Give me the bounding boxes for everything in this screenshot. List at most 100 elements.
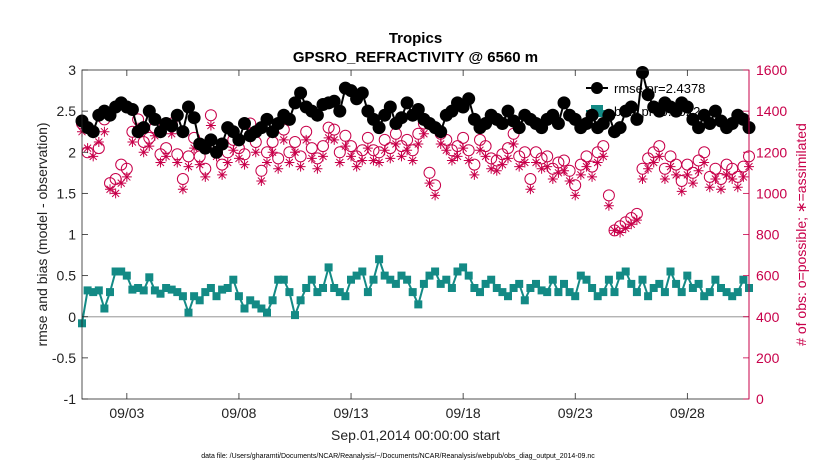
- bias-point: [324, 263, 333, 272]
- bias-point: [274, 275, 283, 284]
- rmse-point: [557, 96, 571, 110]
- bias-point: [173, 288, 182, 297]
- assimilated-point: [357, 155, 368, 166]
- x-tick-label: 09/13: [334, 405, 369, 421]
- assimilated-point: [284, 157, 295, 168]
- assimilated-point: [452, 151, 463, 162]
- legend-label: rmse pr=2.4378: [614, 81, 705, 96]
- bias-point: [408, 288, 417, 297]
- assimilated-point: [446, 155, 457, 166]
- y-tick-label: -0.5: [52, 350, 76, 366]
- rmse-point: [165, 119, 179, 133]
- bias-point: [363, 288, 372, 297]
- bias-point: [145, 273, 154, 282]
- bias-point: [593, 292, 602, 301]
- assimilated-point: [542, 161, 553, 172]
- bias-point: [397, 271, 406, 280]
- x-axis: 09/03 09/08 09/13 09/18 09/23 09/28: [109, 70, 705, 421]
- rmse-point: [641, 88, 655, 102]
- assimilated-point: [144, 141, 155, 152]
- rmse-point: [232, 133, 246, 147]
- assimilated-point: [418, 128, 429, 139]
- rmse-point: [495, 117, 509, 130]
- assimilated-point: [390, 139, 401, 150]
- bias-point: [481, 279, 490, 288]
- y-axis-label: rmse and bias (model - observation): [34, 122, 50, 346]
- assimilated-point: [99, 126, 110, 137]
- bias-point: [106, 288, 114, 297]
- assimilated-point: [480, 151, 491, 162]
- assimilated-point: [116, 178, 127, 189]
- bias-point: [666, 267, 675, 276]
- bias-point: [139, 286, 148, 295]
- assimilated-point: [620, 223, 631, 234]
- rmse-point: [602, 108, 616, 122]
- bias-point: [476, 288, 484, 297]
- bias-point: [492, 284, 501, 292]
- bias-point: [403, 275, 412, 284]
- bias-point: [414, 300, 423, 309]
- assimilated-point: [301, 134, 312, 145]
- rmse-point: [204, 133, 218, 147]
- bias-point: [504, 292, 512, 301]
- bias-point: [229, 275, 238, 284]
- rmse-point: [187, 111, 201, 125]
- assimilated-point: [93, 136, 104, 147]
- bias-point: [447, 284, 456, 292]
- assimilated-point: [155, 157, 166, 168]
- y-axis-left: -1 -0.5 0 0.5 1 1.5 2 2.5 3: [52, 62, 88, 407]
- rmse-point: [400, 96, 414, 110]
- assimilated-point: [497, 159, 508, 170]
- bias-point: [380, 271, 389, 280]
- y-tick-label: 1: [68, 227, 76, 243]
- assimilated-point: [273, 163, 284, 174]
- assimilated-point: [329, 134, 340, 145]
- assimilated-point: [261, 157, 272, 168]
- bias-point: [688, 284, 697, 292]
- bias-point: [212, 292, 221, 301]
- assimilated-point: [88, 151, 99, 162]
- bias-point: [201, 288, 210, 297]
- assimilated-point: [525, 184, 536, 195]
- legend-rmse-marker: [591, 82, 603, 94]
- assimilated-point: [659, 173, 670, 184]
- bias-point: [638, 275, 647, 284]
- bias-point: [470, 284, 479, 292]
- bias-point: [190, 292, 199, 301]
- series-assimilated: [77, 120, 754, 238]
- assimilated-point: [166, 128, 177, 139]
- assimilated-point: [491, 165, 502, 176]
- bias-point: [319, 284, 327, 292]
- bias-point: [134, 284, 143, 292]
- assimilated-point: [346, 151, 357, 162]
- assimilated-point: [575, 169, 586, 180]
- rmse-point: [137, 121, 151, 135]
- bias-point: [537, 286, 546, 295]
- assimilated-point: [469, 169, 480, 180]
- chart-title: Tropics: [389, 30, 442, 47]
- bias-point: [150, 286, 159, 295]
- rmse-point: [411, 103, 425, 116]
- rmse-point: [182, 100, 195, 114]
- rmse-point: [170, 108, 184, 122]
- bias-point: [453, 267, 462, 276]
- assimilated-point: [413, 139, 424, 150]
- bias-point: [582, 275, 591, 284]
- bias-point: [683, 271, 692, 280]
- bias-point: [487, 275, 496, 284]
- assimilated-point: [289, 147, 300, 158]
- assimilated-point: [654, 151, 665, 162]
- assimilated-point: [502, 153, 513, 164]
- y-right-tick-label: 800: [756, 227, 780, 243]
- bias-point: [341, 292, 350, 301]
- y-tick-label: 2.5: [57, 103, 77, 119]
- bias-point: [677, 288, 686, 297]
- rmse-point: [680, 100, 694, 114]
- bias-point: [548, 275, 557, 284]
- assimilated-point: [547, 173, 558, 184]
- rmse-point: [288, 96, 302, 110]
- bias-point: [117, 267, 126, 276]
- assimilated-point: [559, 165, 570, 176]
- assimilated-point: [727, 173, 738, 184]
- assimilated-point: [105, 184, 116, 195]
